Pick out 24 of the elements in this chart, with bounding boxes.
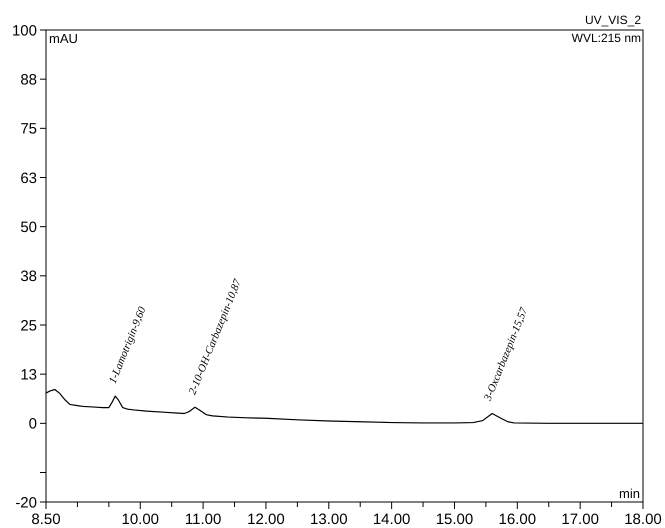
y-tick-label: 50 bbox=[20, 218, 37, 236]
y-tick-label: 88 bbox=[20, 71, 37, 88]
y-tick-label: 0 bbox=[28, 416, 37, 433]
y-tick-label: -20 bbox=[15, 494, 37, 512]
y-tick-label: 38 bbox=[20, 268, 37, 286]
x-tick-label: 14.00 bbox=[372, 511, 410, 528]
y-tick-label: 25 bbox=[20, 317, 37, 334]
x-tick-label: 10.00 bbox=[121, 511, 160, 528]
y-axis-title: mAU bbox=[49, 31, 78, 46]
x-tick-label: 16.00 bbox=[498, 511, 536, 528]
x-tick-label: 17.00 bbox=[561, 511, 599, 528]
chart-subtitle: WVL:215 nm bbox=[572, 31, 641, 45]
x-axis-title: min bbox=[619, 486, 640, 501]
chart-title: UV_VIS_2 bbox=[584, 13, 642, 27]
y-tick-label: 13 bbox=[20, 366, 37, 384]
x-tick-label: 11.00 bbox=[184, 511, 222, 528]
x-tick-label: 13.00 bbox=[310, 511, 348, 528]
x-tick-label: 8.50 bbox=[31, 511, 61, 528]
x-tick-label: 18.00 bbox=[624, 511, 662, 528]
x-tick-label: 15.00 bbox=[436, 511, 474, 528]
y-tick-label: 75 bbox=[20, 120, 37, 138]
x-tick-label: 12.00 bbox=[247, 511, 285, 528]
y-tick-label: 100 bbox=[12, 22, 37, 40]
y-tick-label: 63 bbox=[20, 170, 37, 187]
